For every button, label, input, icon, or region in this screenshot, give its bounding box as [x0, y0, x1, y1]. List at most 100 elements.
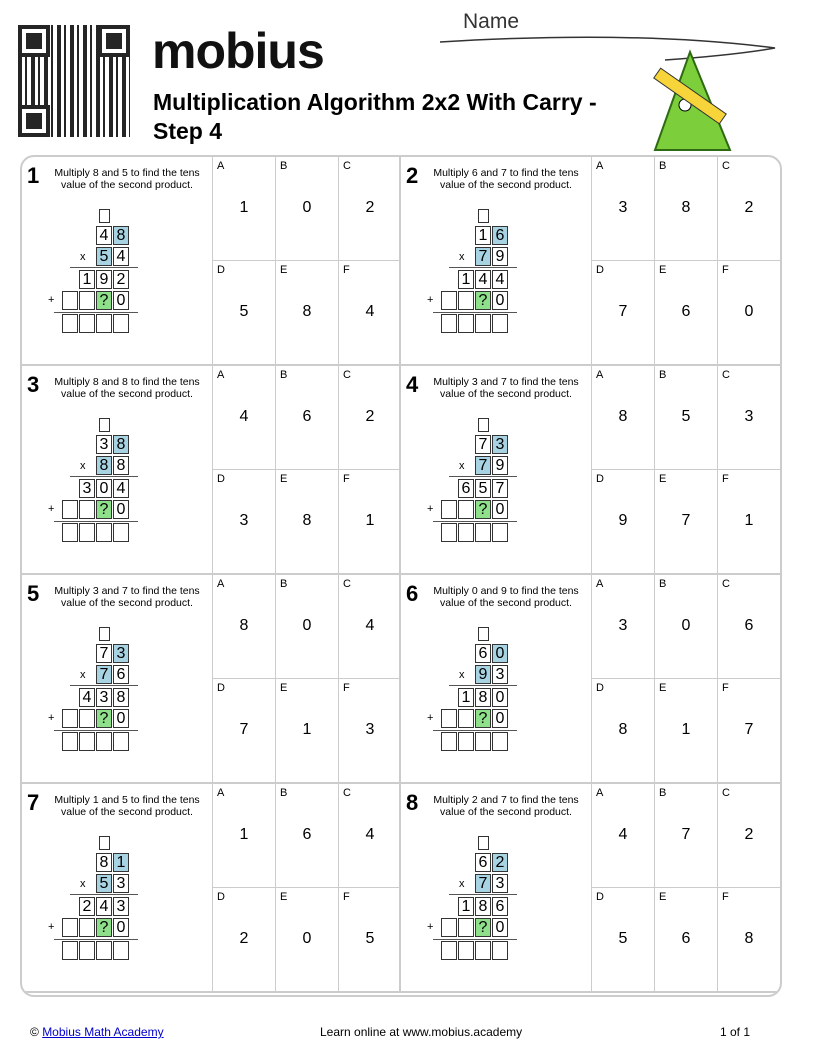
choice-F[interactable]: F 8	[717, 888, 780, 992]
answer-box[interactable]	[441, 291, 457, 310]
choice-B[interactable]: B 0	[275, 157, 338, 261]
answer-box[interactable]	[79, 709, 95, 728]
choice-E[interactable]: E 0	[275, 888, 338, 992]
answer-box[interactable]	[62, 523, 78, 542]
answer-box[interactable]	[475, 523, 491, 542]
answer-box[interactable]	[458, 709, 474, 728]
choice-D[interactable]: D 9	[591, 470, 654, 574]
choice-A[interactable]: A 3	[591, 575, 654, 679]
answer-box[interactable]	[79, 918, 95, 937]
choice-B[interactable]: B 5	[654, 366, 717, 470]
answer-box[interactable]	[458, 918, 474, 937]
answer-box[interactable]	[441, 314, 457, 333]
choice-A[interactable]: A 3	[591, 157, 654, 261]
choice-C[interactable]: C 3	[717, 366, 780, 470]
answer-box[interactable]	[79, 941, 95, 960]
choice-F[interactable]: F 1	[338, 470, 401, 574]
answer-box[interactable]	[62, 291, 78, 310]
answer-box[interactable]	[79, 291, 95, 310]
choice-B[interactable]: B 8	[654, 157, 717, 261]
answer-box[interactable]	[441, 941, 457, 960]
choice-F[interactable]: F 4	[338, 261, 401, 365]
choice-C[interactable]: C 4	[338, 575, 401, 679]
answer-box[interactable]	[62, 918, 78, 937]
carry-box[interactable]	[478, 209, 489, 223]
choice-B[interactable]: B 7	[654, 784, 717, 888]
answer-box[interactable]	[458, 291, 474, 310]
choice-E[interactable]: E 6	[654, 888, 717, 992]
answer-box[interactable]	[96, 732, 112, 751]
choice-F[interactable]: F 0	[717, 261, 780, 365]
answer-box[interactable]	[458, 941, 474, 960]
choice-A[interactable]: A 4	[591, 784, 654, 888]
choice-D[interactable]: D 7	[212, 679, 275, 783]
answer-box[interactable]	[96, 941, 112, 960]
choice-E[interactable]: E 8	[275, 261, 338, 365]
choice-E[interactable]: E 1	[654, 679, 717, 783]
answer-box[interactable]	[113, 523, 129, 542]
answer-box[interactable]	[458, 732, 474, 751]
carry-box[interactable]	[478, 836, 489, 850]
answer-box[interactable]	[113, 314, 129, 333]
answer-box[interactable]	[475, 941, 491, 960]
answer-box[interactable]	[62, 314, 78, 333]
choice-F[interactable]: F 7	[717, 679, 780, 783]
choice-F[interactable]: F 5	[338, 888, 401, 992]
choice-C[interactable]: C 6	[717, 575, 780, 679]
answer-box[interactable]	[113, 732, 129, 751]
answer-box[interactable]	[441, 918, 457, 937]
carry-box[interactable]	[478, 418, 489, 432]
answer-box[interactable]	[62, 500, 78, 519]
choice-E[interactable]: E 6	[654, 261, 717, 365]
choice-E[interactable]: E 8	[275, 470, 338, 574]
choice-E[interactable]: E 7	[654, 470, 717, 574]
choice-F[interactable]: F 3	[338, 679, 401, 783]
carry-box[interactable]	[99, 627, 110, 641]
answer-box[interactable]	[458, 523, 474, 542]
choice-C[interactable]: C 2	[717, 784, 780, 888]
choice-A[interactable]: A 4	[212, 366, 275, 470]
choice-D[interactable]: D 2	[212, 888, 275, 992]
answer-box[interactable]	[62, 709, 78, 728]
answer-box[interactable]	[492, 314, 508, 333]
answer-box[interactable]	[458, 500, 474, 519]
answer-box[interactable]	[62, 732, 78, 751]
answer-box[interactable]	[79, 523, 95, 542]
answer-box[interactable]	[62, 941, 78, 960]
choice-D[interactable]: D 3	[212, 470, 275, 574]
answer-box[interactable]	[492, 523, 508, 542]
choice-B[interactable]: B 6	[275, 366, 338, 470]
choice-A[interactable]: A 8	[591, 366, 654, 470]
carry-box[interactable]	[99, 418, 110, 432]
choice-B[interactable]: B 0	[275, 575, 338, 679]
choice-B[interactable]: B 0	[654, 575, 717, 679]
carry-box[interactable]	[99, 209, 110, 223]
choice-A[interactable]: A 8	[212, 575, 275, 679]
answer-box[interactable]	[441, 709, 457, 728]
choice-A[interactable]: A 1	[212, 784, 275, 888]
choice-C[interactable]: C 2	[717, 157, 780, 261]
choice-E[interactable]: E 1	[275, 679, 338, 783]
answer-box[interactable]	[492, 732, 508, 751]
answer-box[interactable]	[475, 732, 491, 751]
answer-box[interactable]	[441, 500, 457, 519]
answer-box[interactable]	[79, 314, 95, 333]
choice-D[interactable]: D 8	[591, 679, 654, 783]
answer-box[interactable]	[441, 732, 457, 751]
answer-box[interactable]	[79, 500, 95, 519]
academy-link[interactable]: Mobius Math Academy	[42, 1025, 164, 1039]
choice-C[interactable]: C 2	[338, 157, 401, 261]
answer-box[interactable]	[96, 314, 112, 333]
choice-D[interactable]: D 5	[591, 888, 654, 992]
choice-D[interactable]: D 7	[591, 261, 654, 365]
answer-box[interactable]	[458, 314, 474, 333]
answer-box[interactable]	[113, 941, 129, 960]
answer-box[interactable]	[475, 314, 491, 333]
choice-C[interactable]: C 4	[338, 784, 401, 888]
choice-D[interactable]: D 5	[212, 261, 275, 365]
choice-B[interactable]: B 6	[275, 784, 338, 888]
answer-box[interactable]	[492, 941, 508, 960]
choice-C[interactable]: C 2	[338, 366, 401, 470]
answer-box[interactable]	[79, 732, 95, 751]
answer-box[interactable]	[441, 523, 457, 542]
